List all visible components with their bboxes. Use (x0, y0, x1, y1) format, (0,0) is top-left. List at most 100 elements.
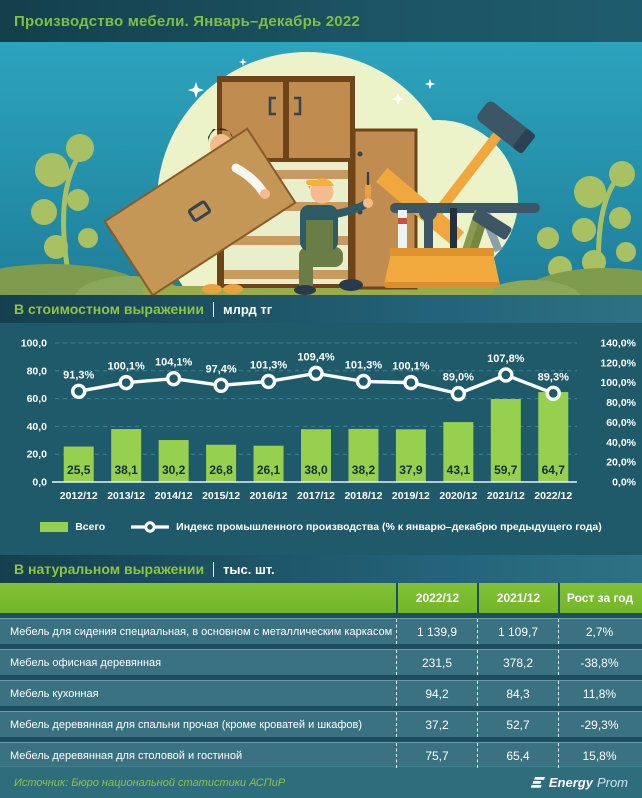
bar (490, 399, 521, 482)
section-label: В стоимостном выражении (14, 301, 204, 317)
section-band-natural: В натуральном выражении тыс. шт. (0, 555, 642, 583)
line-marker-icon (131, 521, 170, 533)
bar-value-label: 38,0 (304, 463, 328, 477)
table-row: Мебель для сидения специальная, в основн… (0, 618, 642, 644)
table-row: Мебель деревянная для столовой и гостино… (0, 742, 642, 768)
left-axis-tick: 40,0 (27, 421, 48, 433)
line-marker (403, 374, 419, 391)
row-value-2021: 378,2 (477, 650, 558, 675)
table-row: Мебель деревянная для спальни прочая (кр… (0, 711, 642, 737)
bar-value-label: 43,1 (447, 463, 471, 477)
table-header-empty (0, 583, 396, 613)
left-axis-tick: 60,0 (27, 393, 48, 405)
line-value-label: 97,4% (205, 363, 236, 375)
worker-kneeling (294, 172, 373, 295)
row-value-2021: 65,4 (477, 743, 558, 768)
category-label: 2013/12 (107, 490, 145, 502)
bar (301, 429, 331, 482)
right-axis-tick: 40,0% (606, 437, 636, 449)
tilted-panel (103, 127, 297, 295)
natural-terms-table: 2022/12 2021/12 Рост за год Мебель для с… (0, 583, 642, 768)
hammer-icon (435, 101, 536, 215)
line-marker (118, 374, 134, 391)
row-value-2022: 231,5 (396, 650, 477, 675)
row-growth: 15,8% (558, 743, 640, 768)
chart-legend: Всего Индекс промышленного производства … (0, 521, 642, 533)
left-axis-tick: 20,0 (27, 449, 48, 461)
table-header-2022: 2022/12 (396, 583, 477, 613)
right-axis-tick: 140,0% (600, 338, 636, 350)
bar-value-label: 38,2 (352, 463, 376, 477)
bar (395, 429, 426, 482)
bar (111, 429, 142, 482)
right-axis-tick: 80,0% (606, 397, 636, 409)
line-marker (165, 370, 182, 387)
line-value-label: 89,3% (538, 371, 569, 383)
right-axis-tick: 20,0% (606, 457, 636, 469)
category-label: 2017/12 (297, 490, 335, 502)
row-value-2022: 75,7 (396, 743, 477, 768)
bar (348, 428, 379, 482)
right-axis-tick: 120,0% (600, 357, 636, 369)
row-value-2021: 84,3 (477, 681, 558, 706)
furniture-assembly-illustration (0, 52, 642, 295)
legend-item-bar: Всего (40, 521, 105, 533)
chart-canvas: 0,0 20,0 40,0 60,0 80,0 100,0 0,0% 20,0% 40,0% 60… (21, 338, 637, 503)
line-marker (545, 385, 561, 402)
line-marker (71, 383, 87, 400)
energyprom-logo: Energy Prom (530, 775, 628, 790)
divider (213, 561, 215, 577)
line-value-label: 91,3% (63, 369, 94, 381)
section-unit: млрд тг (222, 301, 273, 317)
line-marker (450, 385, 467, 402)
plant-right (537, 161, 636, 287)
line-value-label: 104,1% (155, 357, 193, 369)
line-value-label: 109,4% (297, 351, 335, 363)
bar-value-label: 30,2 (162, 463, 186, 477)
legend-line-label: Индекс промышленного производства (% к я… (176, 521, 602, 533)
category-label: 2020/12 (439, 490, 477, 502)
bar (443, 422, 474, 482)
right-axis-tick: 100,0% (600, 377, 636, 389)
category-label: 2012/12 (60, 490, 98, 502)
row-value-2022: 37,2 (396, 712, 477, 737)
line-marker (213, 377, 229, 393)
category-label: 2018/12 (344, 490, 382, 502)
legend-bar-label: Всего (75, 521, 106, 533)
bar-value-label: 25,5 (67, 463, 91, 477)
bar (158, 440, 189, 482)
row-value-2021: 52,7 (477, 712, 558, 737)
bar (206, 444, 237, 482)
bar-value-label: 38,1 (115, 463, 139, 477)
left-axis-tick: 0,0 (32, 477, 47, 489)
bar-value-label: 26,1 (257, 463, 281, 477)
bar (253, 445, 284, 482)
line-value-label: 100,1% (108, 361, 146, 373)
right-axis-tick: 60,0% (606, 417, 636, 429)
row-label: Мебель кухонная (10, 687, 99, 700)
table-header-2021: 2021/12 (477, 583, 558, 613)
table-row: Мебель офисная деревянная 231,5 378,2 -3… (0, 649, 642, 675)
line-marker (260, 373, 277, 390)
table-header-growth: Рост за год (558, 583, 640, 613)
line-value-label: 107,8% (487, 353, 525, 365)
source-note: Источник: Бюро национальной статистики А… (14, 776, 286, 789)
row-label: Мебель деревянная для спальни прочая (кр… (10, 718, 362, 731)
row-label: Мебель офисная деревянная (10, 656, 162, 669)
section-label: В натуральном выражении (14, 561, 205, 577)
bar-value-label: 59,7 (494, 463, 518, 477)
row-value-2022: 94,2 (396, 681, 477, 706)
category-label: 2015/12 (202, 490, 240, 502)
bush-right (483, 268, 642, 295)
toolbox (384, 203, 540, 288)
bar-value-label: 64,7 (542, 463, 566, 477)
row-label: Мебель для сидения специальная, в основн… (10, 625, 393, 638)
combo-chart: 0,0 20,0 40,0 60,0 80,0 100,0 0,0% 20,0% 40,0% 60… (0, 323, 642, 555)
line-value-label: 101,3% (345, 359, 383, 371)
title-bar: Производство мебели. Январь–декабрь 2022 (0, 0, 642, 42)
row-growth: 2,7% (558, 619, 640, 644)
category-label: 2014/12 (155, 490, 193, 502)
bar (538, 392, 569, 482)
bar-swatch-icon (40, 522, 69, 532)
